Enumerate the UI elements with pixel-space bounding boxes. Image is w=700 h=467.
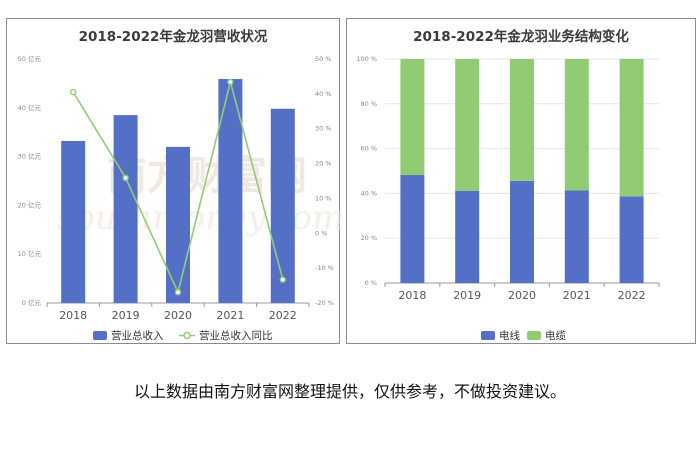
legend-swatch-wire <box>481 331 495 340</box>
y-right-tick-label: 0 % <box>315 229 327 237</box>
structure-chart: 0 % 20 % 40 % 60 % 80 % 100 % 2018 2019 2020 2021… <box>356 55 660 342</box>
legend-label-revenue: 营业总收入 <box>111 329 164 342</box>
wire-bar-segment <box>510 180 534 283</box>
y-tick-label: 80 % <box>360 100 377 108</box>
x-tick-label: 2018 <box>59 309 87 322</box>
revenue-chart-panel: 2018-2022年金龙羽营收状况 南方财富网 southmoney.com 0… <box>6 18 345 344</box>
x-tick-label: 2022 <box>618 289 646 302</box>
x-tick-label: 2022 <box>269 309 297 322</box>
x-tick-label: 2020 <box>508 289 536 302</box>
structure-chart-title: 2018-2022年金龙羽业务结构变化 <box>413 29 629 45</box>
cable-bar-segment <box>510 59 534 181</box>
wire-bar-segment <box>619 196 644 283</box>
y-left-tick-label: 30 亿元 <box>18 152 42 161</box>
y-right-tick-label: 30 % <box>315 125 332 133</box>
x-tick-label: 2018 <box>398 289 426 302</box>
y-right-tick-label: 20 % <box>315 160 332 168</box>
y-tick-label: 60 % <box>360 145 377 153</box>
cable-bar-segment <box>564 59 589 191</box>
y-right-tick-label: -20 % <box>315 299 334 307</box>
cable-bar-segment <box>400 59 425 176</box>
legend-swatch-revenue <box>93 331 107 340</box>
y-left-tick-label: 0 亿元 <box>22 298 42 307</box>
structure-chart-panel: 2018-2022年金龙羽业务结构变化 0 % 20 % 40 % 60 % 80 % 1… <box>346 18 696 344</box>
x-tick-label: 2021 <box>563 289 591 302</box>
y-left-tick-label: 10 亿元 <box>18 249 42 258</box>
legend-swatch-yoy-dot <box>183 331 191 340</box>
wire-bar-segment <box>400 175 425 283</box>
revenue-bar <box>61 140 86 303</box>
x-tick-label: 2019 <box>112 309 140 322</box>
y-left-tick-label: 20 亿元 <box>18 200 42 209</box>
revenue-legend: 营业总收入 营业总收入同比 <box>93 329 273 342</box>
y-right-tick-label: 10 % <box>315 194 332 202</box>
revenue-bar <box>166 146 190 303</box>
y-right-tick-label: -10 % <box>315 264 334 272</box>
legend-label-yoy: 营业总收入同比 <box>199 329 273 342</box>
disclaimer-text: 以上数据由南方财富网整理提供，仅供参考，不做投资建议。 <box>133 382 566 401</box>
yoy-point <box>279 276 286 283</box>
yoy-point <box>69 88 77 96</box>
y-right-tick-label: 50 % <box>315 55 332 63</box>
y-left-tick-label: 50 亿元 <box>18 54 42 63</box>
legend-label-cable: 电缆 <box>545 329 566 342</box>
cable-bar-segment <box>455 59 480 191</box>
watermark-en: southmoney.com <box>57 198 344 238</box>
yoy-point <box>174 288 182 296</box>
cable-bar-segment <box>619 59 644 197</box>
legend-label-wire: 电线 <box>499 329 520 342</box>
x-tick-label: 2021 <box>216 309 244 322</box>
revenue-bar <box>113 115 138 304</box>
legend-swatch-cable <box>527 331 541 340</box>
x-tick-label: 2020 <box>164 309 192 322</box>
x-tick-label: 2019 <box>453 289 481 302</box>
y-tick-label: 20 % <box>360 234 377 242</box>
wire-bar-segment <box>564 190 589 283</box>
structure-legend: 电线 电缆 <box>481 329 566 342</box>
revenue-bar <box>270 108 295 303</box>
yoy-point <box>122 174 129 182</box>
y-right-tick-label: 40 % <box>315 90 332 98</box>
revenue-chart-title: 2018-2022年金龙羽营收状况 <box>78 29 268 45</box>
y-left-tick-label: 40 亿元 <box>18 103 42 112</box>
yoy-point <box>227 78 234 86</box>
y-tick-label: 100 % <box>356 55 377 63</box>
wire-bar-segment <box>455 190 480 283</box>
y-tick-label: 40 % <box>360 189 377 197</box>
y-tick-label: 0 % <box>365 279 377 287</box>
